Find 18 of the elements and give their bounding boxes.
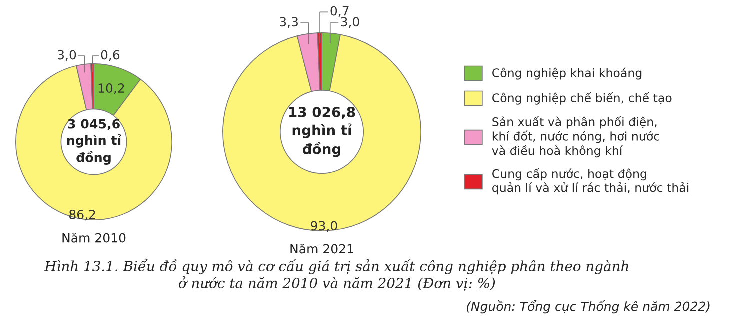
legend-label: Sản xuất và phân phối điện, khí đốt, nước nóng, hơi nước và điều hoà không khí	[492, 116, 660, 158]
data-label: 93,0	[311, 221, 338, 232]
data-label: 3,3	[280, 17, 298, 28]
legend-label: Công nghiệp khai khoáng	[492, 68, 642, 80]
text: Năm 2010	[62, 233, 126, 243]
data-label: 0,7	[330, 6, 349, 18]
text: (Nguồn: Tổng cục Thống kê năm 2022)	[467, 300, 710, 314]
legend-label: Cung cấp nước, hoạt động quản lí và xử lí rác thải, nước thải	[492, 168, 689, 195]
data-label: 0,6	[101, 50, 120, 61]
text: 13 026,8 nghìn tỉ đồng	[290, 107, 356, 158]
legend-label: Công nghiệp chế biến, chế tạo	[492, 92, 672, 105]
text: 3 045,6 nghìn tỉ đồng	[67, 119, 122, 165]
text: Hình 13.1. Biểu đồ quy mô và cơ cấu giá trị sản xuất công nghiệp phân theo ngành ở nước ta năm 2010 và năm 2021 (Đơn vị: %)	[44, 258, 628, 291]
data-label: 3,0	[341, 17, 360, 28]
data-label: 86,2	[70, 210, 96, 221]
text: Năm 2021	[290, 244, 354, 254]
data-label: 3,0	[58, 50, 76, 61]
data-label: 10,2	[98, 84, 124, 94]
